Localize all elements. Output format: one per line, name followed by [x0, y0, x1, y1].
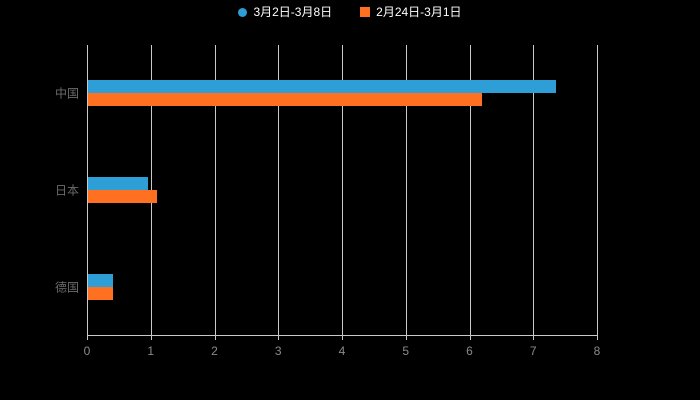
gridline-x-5	[405, 45, 407, 335]
category-label-0: 中国	[54, 86, 79, 101]
bar-中国-series-1[interactable]	[88, 93, 483, 107]
bar-中国-series-0[interactable]	[88, 80, 556, 94]
x-tick-mark	[533, 335, 535, 340]
legend-label: 3月2日-3月8日	[253, 5, 333, 19]
x-tick-mark	[214, 335, 216, 340]
category-label-2: 德国	[54, 280, 79, 295]
x-tick-label: 8	[593, 344, 601, 358]
x-tick-label: 1	[147, 344, 155, 358]
bar-德国-series-1[interactable]	[88, 286, 113, 300]
chart-legend: 3月2日-3月8日 2月24日-3月1日	[0, 6, 700, 18]
gridline-x-3	[278, 45, 280, 335]
x-tick-label: 0	[83, 344, 91, 358]
x-tick-mark	[87, 335, 88, 340]
legend-marker-square-icon	[360, 7, 371, 17]
gridline-x-6	[469, 45, 471, 335]
x-tick-mark	[597, 335, 598, 340]
gridline-x-0	[87, 45, 88, 335]
x-tick-label: 3	[274, 344, 282, 358]
gridline-x-7	[533, 45, 535, 335]
gridline-x-2	[214, 45, 216, 335]
bar-日本-series-0[interactable]	[88, 177, 148, 190]
x-tick-label: 7	[529, 344, 537, 358]
x-tick-mark	[342, 335, 343, 340]
legend-marker-circle-icon	[238, 7, 248, 17]
x-tick-mark	[278, 335, 280, 340]
category-label-1: 日本	[54, 183, 79, 198]
x-tick-mark	[405, 335, 407, 340]
bar-德国-series-0[interactable]	[88, 273, 113, 287]
x-tick-label: 5	[402, 344, 410, 358]
x-tick-label: 4	[338, 344, 346, 358]
bar-日本-series-1[interactable]	[88, 190, 158, 203]
gridline-x-8	[597, 45, 598, 335]
legend-item-0[interactable]: 3月2日-3月8日	[238, 6, 332, 18]
legend-label: 2月24日-3月1日	[376, 5, 462, 19]
x-tick-mark	[150, 335, 152, 340]
legend-item-1[interactable]: 2月24日-3月1日	[360, 5, 462, 19]
x-tick-mark	[469, 335, 471, 340]
x-tick-label: 6	[466, 344, 473, 358]
x-tick-label: 2	[211, 344, 218, 358]
plot-area	[87, 45, 598, 336]
gridline-x-4	[342, 45, 343, 335]
